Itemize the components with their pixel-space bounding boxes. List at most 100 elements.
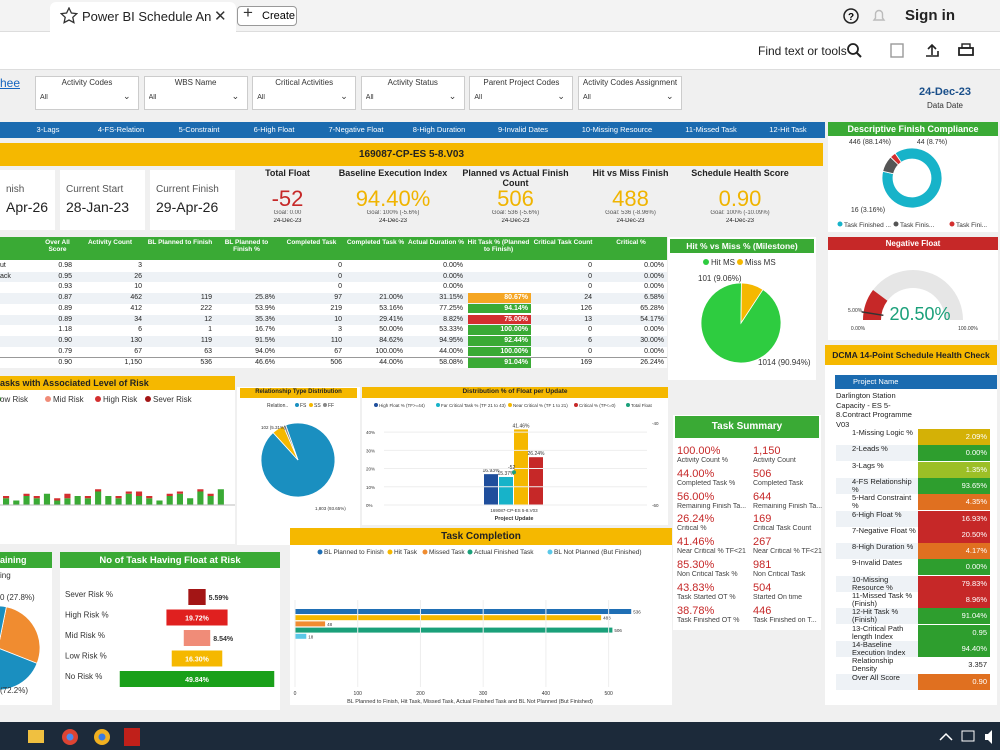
tab[interactable]: 3-Lags	[36, 125, 60, 134]
slicer-chevron: ⌄	[123, 91, 131, 101]
hit-cell	[468, 293, 531, 303]
tab[interactable]: 6-High Float	[253, 125, 295, 134]
data-label: 16 (3.16%)	[851, 207, 885, 214]
y2-tick-label: -60	[652, 503, 659, 508]
data-label: 15.37%	[498, 471, 516, 477]
summary-value: 1,150	[753, 445, 781, 457]
x-tick-label: 200	[416, 691, 425, 697]
tab[interactable]: 9-Invalid Dates	[497, 125, 549, 134]
legend-label: BL Not Planned (But Finished)	[554, 549, 642, 556]
summary-value: 504	[753, 581, 772, 594]
dcma-row-band	[836, 673, 918, 690]
slicer[interactable]	[469, 76, 574, 110]
table-cell: 0.89	[58, 304, 72, 312]
legend-label: Sever Risk	[153, 395, 193, 404]
slicer[interactable]	[578, 76, 682, 110]
bar	[23, 493, 30, 496]
date-card-label: nish	[6, 184, 25, 195]
bar	[105, 496, 112, 505]
table-cell: 46.6%	[255, 359, 275, 367]
legend-label: Miss MS	[745, 258, 776, 267]
sign-in[interactable]: Sign in	[905, 7, 955, 24]
table-cell: 110	[330, 336, 342, 344]
tab[interactable]: 8-High Duration	[412, 125, 466, 134]
table-cell: 94.0%	[255, 347, 275, 355]
x-tick-label: 0	[294, 691, 297, 697]
dcma-header: Project Name	[835, 375, 997, 389]
tab[interactable]: 12-Hit Task	[769, 125, 807, 134]
help-icon[interactable]: ?	[842, 7, 860, 25]
bar	[207, 496, 214, 505]
table-cell: 0	[588, 262, 592, 269]
hit-cell	[468, 303, 531, 314]
summary-label: Activity Count %	[677, 457, 728, 464]
category-label: Sever Risk %	[65, 590, 113, 599]
table-cell: 84.62%	[379, 336, 403, 344]
tab-title: Power BI Schedule Anal...	[82, 9, 212, 24]
pie-slice	[740, 282, 764, 325]
table-cell: 0.90	[58, 336, 72, 344]
create-button[interactable]: Create	[237, 6, 297, 26]
legend-swatch	[949, 221, 955, 227]
legend-label: Hit MS	[711, 258, 735, 267]
plus-icon: +	[243, 3, 253, 22]
legend-swatch	[626, 403, 630, 407]
slicer-label: Critical Activities	[275, 78, 334, 87]
bell-icon[interactable]	[870, 7, 888, 25]
table-cell: 91.04%	[504, 359, 528, 367]
x-tick-label: 500	[604, 691, 613, 697]
task-completion-chart: BL Planned to Finish 536 Hit Task 488 Missed…	[294, 549, 642, 705]
data-label: 506	[614, 628, 622, 633]
legend-label: FS	[300, 403, 307, 409]
tab-close[interactable]: ✕	[214, 8, 227, 25]
risk-title: asks with Associated Level of Risk	[0, 376, 235, 390]
tab[interactable]: 11-Missed Task	[685, 125, 737, 134]
date-card	[0, 170, 55, 230]
legend-swatch	[309, 403, 313, 407]
bar	[135, 491, 143, 496]
tab[interactable]: 10-Missing Resource	[581, 125, 653, 134]
dcma-row-band	[836, 608, 918, 625]
table-cell: 50.00%	[379, 326, 403, 334]
legend-label: ow Risk	[0, 395, 29, 404]
slicer-label: Activity Codes	[61, 78, 113, 87]
sheet-link[interactable]: heet	[0, 76, 20, 90]
bar	[54, 498, 61, 501]
data-label: 102 (5.31%)	[261, 425, 286, 430]
browser-tab[interactable]	[50, 2, 236, 32]
legend-swatch	[703, 259, 709, 265]
table-cell: 219	[330, 304, 342, 312]
slicer[interactable]	[143, 76, 248, 110]
table-cell: 100.00%	[500, 326, 528, 334]
slicer[interactable]	[252, 76, 357, 110]
dcma-value: 4.17%	[918, 543, 990, 560]
data-label: 0 (27.8%)	[0, 593, 35, 602]
slicer[interactable]	[360, 76, 465, 110]
bar	[176, 493, 183, 505]
slicer-label: Activity Codes Assignment	[582, 78, 678, 87]
table-cell: 53.33%	[439, 326, 463, 334]
legend-label: Hit Task	[394, 549, 418, 556]
dcma-label: 11-Missed Task % (Finish)	[852, 592, 913, 608]
summary-label: Non Critical Task	[753, 571, 806, 578]
table-cell: 0.95	[58, 272, 72, 280]
bar	[43, 493, 51, 505]
table-cell: 0	[588, 347, 592, 355]
find-text[interactable]: Find text or tools	[758, 44, 847, 58]
bar	[13, 500, 20, 505]
dcma-label: 13-Critical Path length Index	[852, 624, 904, 641]
dcma-label: 6-High Float %	[852, 510, 902, 519]
legend-swatch	[436, 403, 440, 407]
kpi-goal: Goal: 536 (-8.96%)	[605, 210, 656, 216]
table-header-cell: Completed Task	[286, 239, 337, 246]
remaining-title: aining	[0, 552, 52, 568]
table-cell: 53.9%	[255, 304, 275, 312]
slicer-label: Parent Project Codes	[483, 78, 560, 87]
hit-miss-title: Hit % vs Miss % (Milestone)	[670, 239, 814, 253]
data-label: 101 (9.06%)	[698, 274, 742, 283]
tab[interactable]: 5-Constraint	[178, 125, 220, 134]
tab[interactable]: 7-Negative Float	[328, 125, 384, 134]
table-header-cell: Critical %	[616, 239, 646, 246]
slicer[interactable]	[35, 76, 139, 110]
tab[interactable]: 4-FS-Relation	[97, 125, 145, 134]
